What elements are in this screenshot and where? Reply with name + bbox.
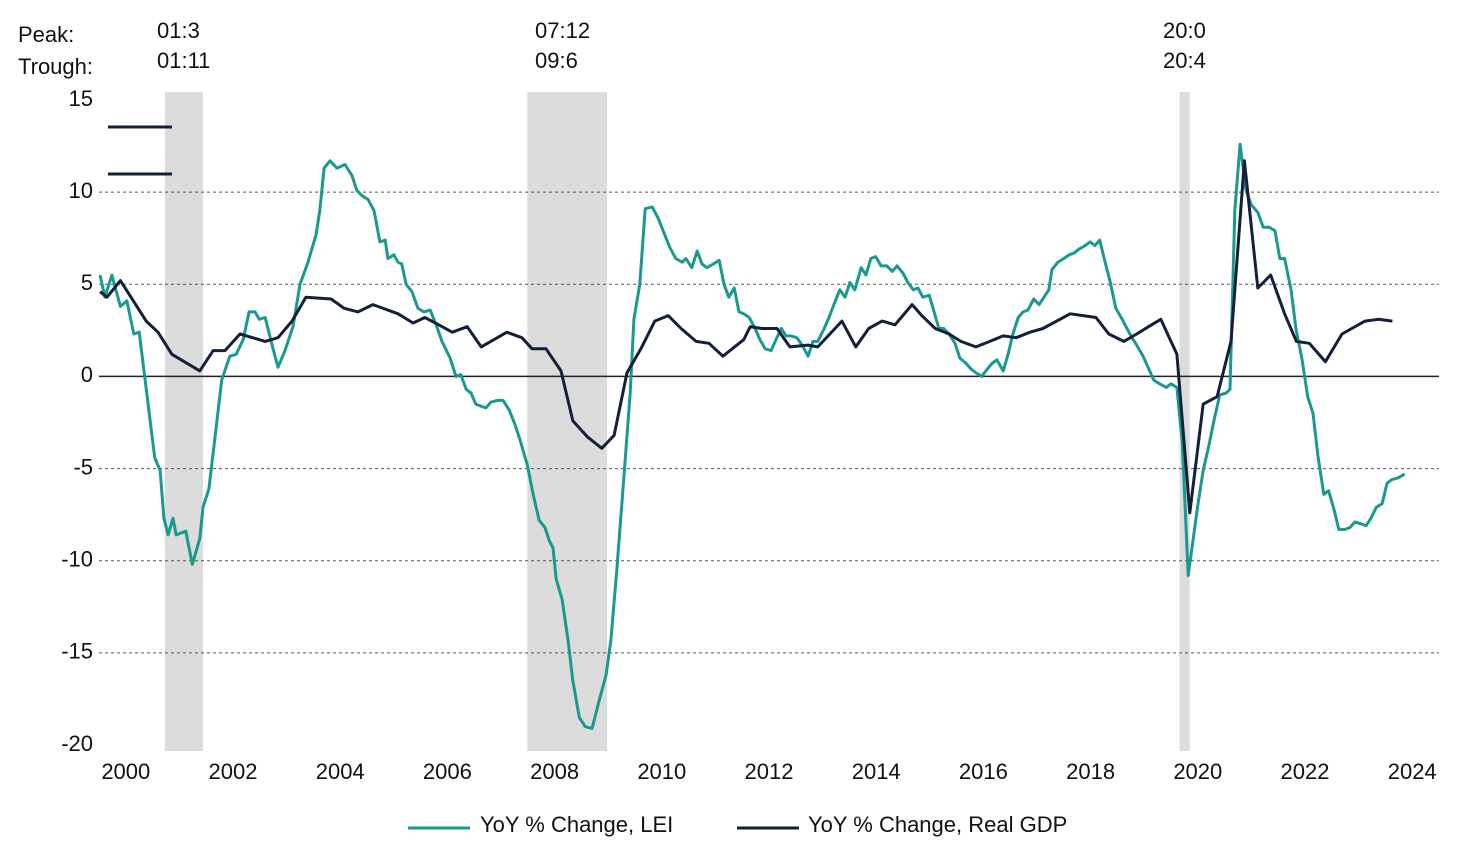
recession-band bbox=[164, 92, 203, 751]
y-tick-label: 0 bbox=[81, 362, 93, 387]
y-tick-label: 5 bbox=[81, 270, 93, 295]
x-tick-label: 2006 bbox=[423, 759, 472, 784]
x-tick-label: 2012 bbox=[745, 759, 794, 784]
peak-heading: Peak: bbox=[18, 22, 74, 47]
recession-band bbox=[1179, 92, 1190, 751]
y-tick-label: -5 bbox=[73, 454, 93, 479]
series-line bbox=[98, 142, 1406, 730]
x-tick-label: 2004 bbox=[316, 759, 365, 784]
y-tick-label: 15 bbox=[69, 86, 93, 111]
x-tick-label: 2002 bbox=[209, 759, 258, 784]
line-layer bbox=[98, 142, 1406, 730]
label-layer: 01:3 01:11 07:12 09:6 20:0 20:4 -20 -15 -10 -5 0 5 1… bbox=[61, 18, 1436, 837]
recession-peak: 01:3 bbox=[157, 18, 200, 43]
x-tick-label: 2024 bbox=[1388, 759, 1437, 784]
x-tick-label: 2020 bbox=[1173, 759, 1222, 784]
x-tick-label: 2022 bbox=[1281, 759, 1330, 784]
series-line bbox=[99, 159, 1393, 515]
y-tick-label: -10 bbox=[61, 547, 93, 572]
recession-trough: 09:6 bbox=[535, 48, 578, 73]
recession-peak: 07:12 bbox=[535, 18, 590, 43]
recession-peak: 20:0 bbox=[1163, 18, 1206, 43]
y-tick-label: 10 bbox=[69, 178, 93, 203]
x-tick-label: 2008 bbox=[530, 759, 579, 784]
x-tick-label: 2000 bbox=[101, 759, 150, 784]
recession-layer bbox=[164, 92, 1190, 751]
legend-label: YoY % Change, Real GDP bbox=[808, 812, 1067, 837]
legend-label: YoY % Change, LEI bbox=[480, 812, 673, 837]
x-tick-label: 2014 bbox=[852, 759, 901, 784]
y-tick-label: -20 bbox=[61, 731, 93, 756]
x-tick-label: 2010 bbox=[637, 759, 686, 784]
recession-trough: 01:11 bbox=[157, 48, 210, 73]
recession-trough: 20:4 bbox=[1163, 48, 1206, 73]
x-tick-label: 2016 bbox=[959, 759, 1008, 784]
recession-band bbox=[527, 92, 608, 751]
trough-heading: Trough: bbox=[18, 54, 93, 79]
x-tick-label: 2018 bbox=[1066, 759, 1115, 784]
y-tick-label: -15 bbox=[61, 639, 93, 664]
